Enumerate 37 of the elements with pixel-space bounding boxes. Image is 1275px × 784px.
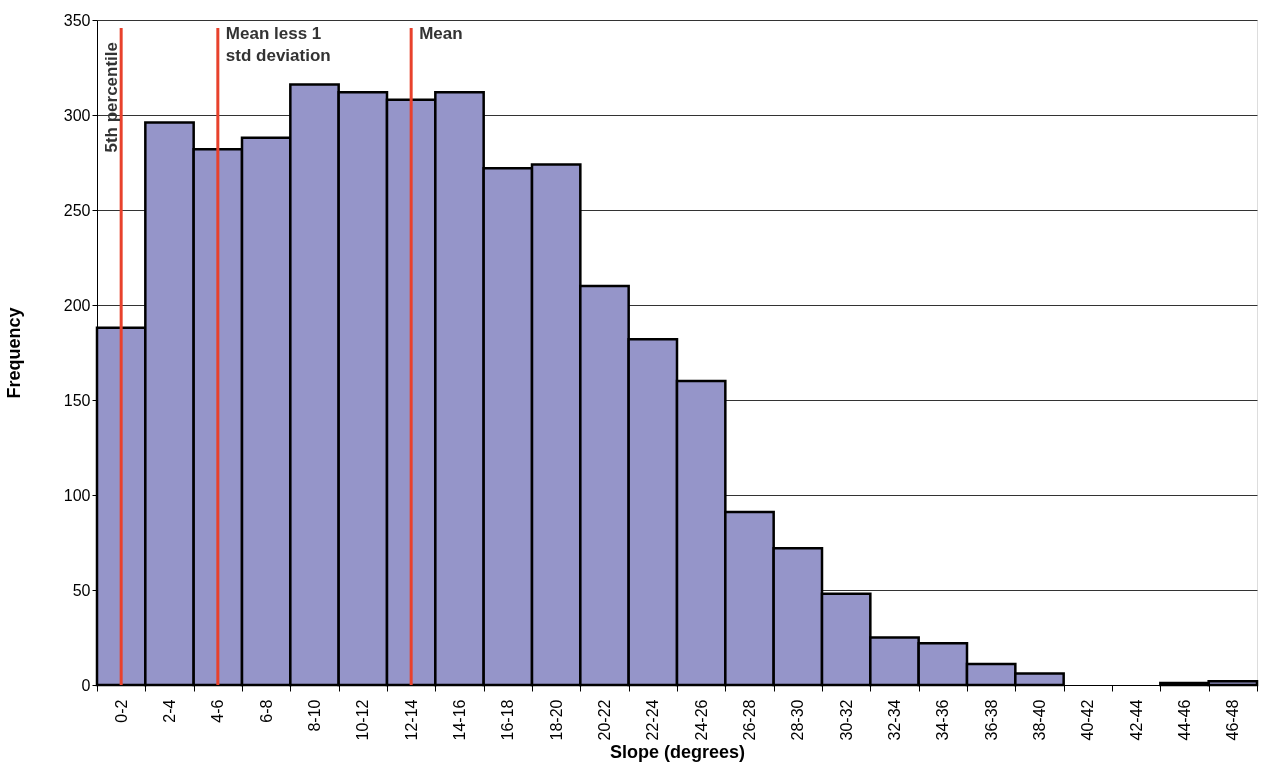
- x-tick-label: 10-12: [354, 699, 372, 741]
- y-tick-label: 50: [72, 581, 91, 599]
- x-tick-label: 14-16: [451, 699, 468, 741]
- x-tick-label: 38-40: [1031, 699, 1048, 741]
- x-axis-title: Slope (degrees): [609, 742, 746, 763]
- x-tick-label: 4-6: [209, 699, 227, 723]
- x-tick-label: 36-38: [982, 699, 1000, 741]
- x-tick-label: 24-26: [692, 699, 710, 741]
- ref-line-label: Mean: [419, 24, 463, 43]
- x-tick-label: 26-28: [741, 699, 758, 741]
- x-tick-label: 44-46: [1176, 699, 1193, 741]
- x-tick-label: 12-14: [402, 699, 420, 741]
- x-tick-label: 0-2: [112, 699, 130, 723]
- y-axis-title: Frequency: [3, 307, 24, 399]
- x-tick-label: 8-10: [306, 699, 323, 732]
- ref-line-label: 5th percentile: [102, 42, 122, 153]
- y-tick-label: 300: [63, 106, 91, 124]
- y-tick-label: 100: [63, 486, 91, 504]
- y-tick-label: 150: [63, 391, 91, 409]
- x-tick-label: 42-44: [1127, 699, 1145, 741]
- x-tick-label: 2-4: [161, 699, 178, 723]
- x-tick-label: 18-20: [547, 699, 565, 741]
- y-tick-label: 350: [63, 11, 91, 29]
- x-tick-label: 34-36: [934, 699, 952, 741]
- x-tick-label: 32-34: [886, 699, 903, 741]
- y-tick-label: 250: [63, 201, 91, 219]
- ref-line-label: Mean less 1 std deviation: [225, 24, 331, 65]
- x-tick-label: 46-48: [1224, 699, 1242, 741]
- x-tick-label: 20-22: [596, 699, 613, 741]
- x-tick-label: 16-18: [499, 699, 517, 741]
- x-tick-label: 22-24: [644, 699, 662, 741]
- y-tick-label: 200: [63, 296, 91, 314]
- x-tick-label: 40-42: [1079, 699, 1097, 741]
- y-tick-label: 0: [81, 676, 91, 694]
- x-tick-label: 6-8: [257, 699, 275, 723]
- x-tick-label: 28-30: [789, 699, 807, 741]
- x-tick-label: 30-32: [837, 699, 855, 741]
